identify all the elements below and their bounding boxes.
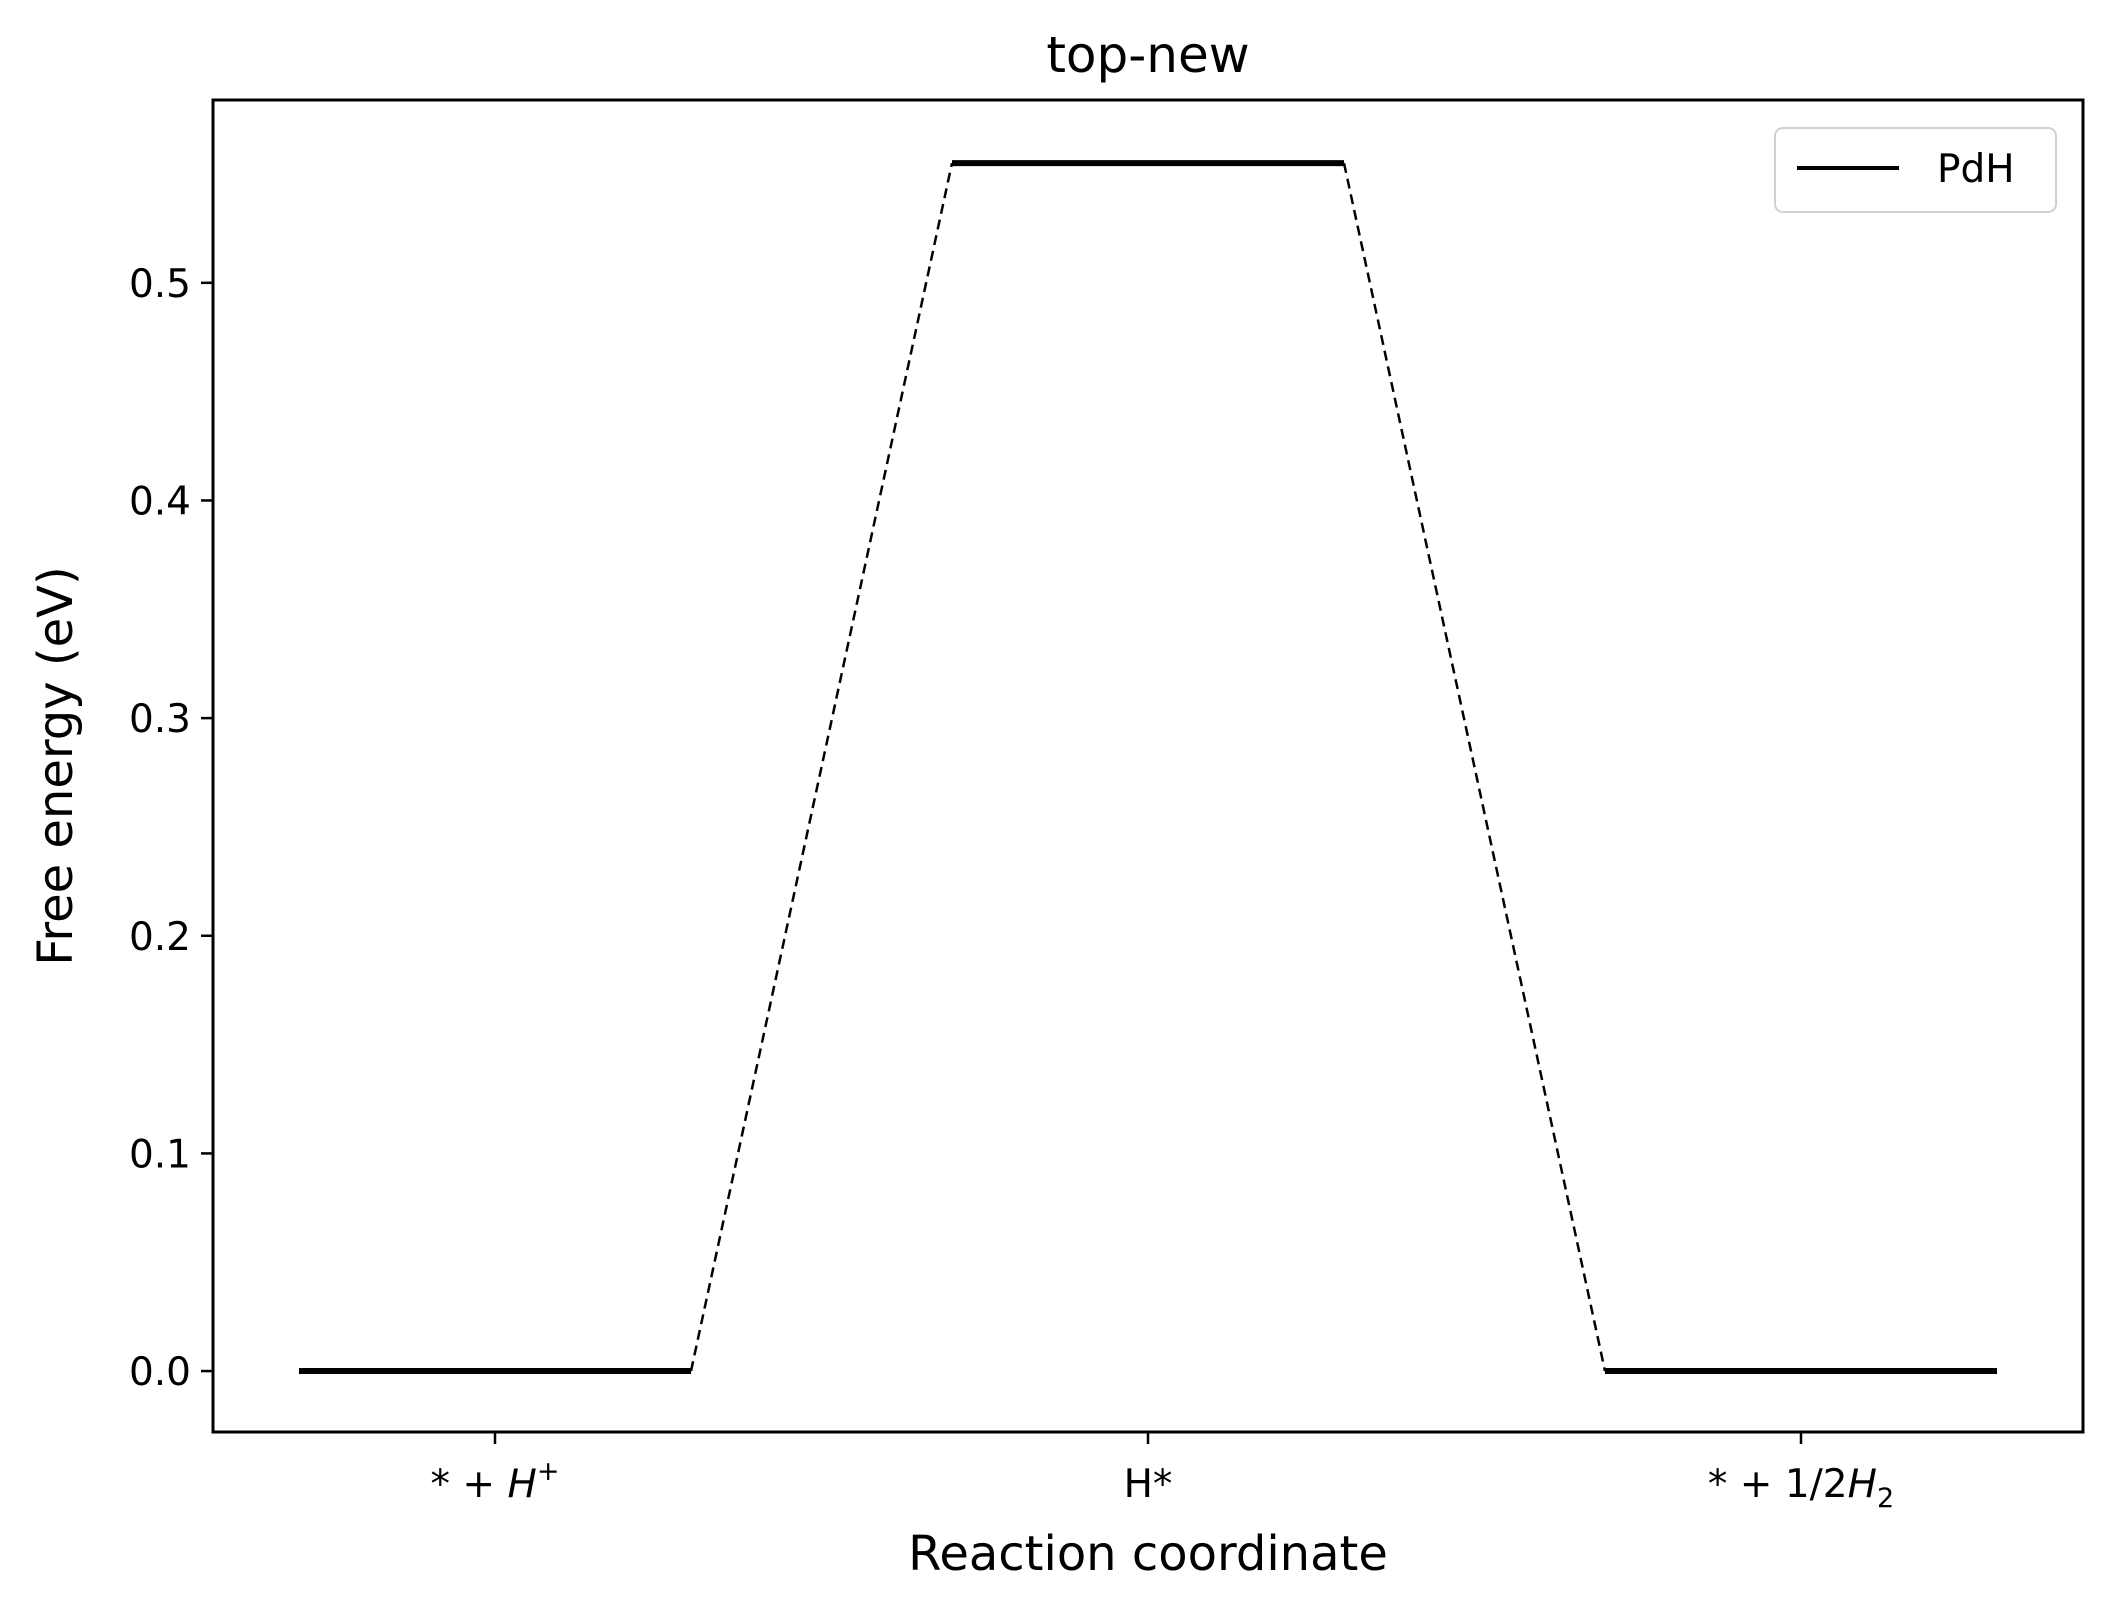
y-tick-label: 0.3	[129, 697, 191, 742]
y-tick-label: 0.1	[129, 1132, 191, 1177]
y-axis-label: Free energy (eV)	[28, 566, 84, 965]
y-tick-label: 0.2	[129, 915, 191, 960]
y-tick-label: 0.0	[129, 1350, 191, 1395]
y-axis-ticks: 0.0 0.1 0.2 0.3 0.4 0.5	[129, 262, 213, 1395]
legend-label: PdH	[1937, 147, 2015, 192]
legend: PdH	[1774, 127, 2057, 213]
y-tick-label: 0.5	[129, 262, 191, 307]
connector-lines	[689, 162, 1607, 1372]
x-tick-label: * + 1/2H2	[1708, 1462, 1894, 1514]
connector-dashed-line	[1342, 162, 1607, 1372]
x-axis-label: Reaction coordinate	[908, 1526, 1388, 1582]
chart-title: top-new	[1046, 26, 1249, 84]
connector-dashed-line	[689, 162, 954, 1372]
y-tick-label: 0.4	[129, 479, 191, 524]
x-tick-label: H*	[1124, 1462, 1173, 1507]
legend-box	[1774, 127, 2057, 213]
x-tick-label: * + H+	[431, 1456, 560, 1507]
x-axis-ticks: * + H+ H* * + 1/2H2	[431, 1432, 1894, 1514]
energy-levels	[299, 160, 1997, 1375]
